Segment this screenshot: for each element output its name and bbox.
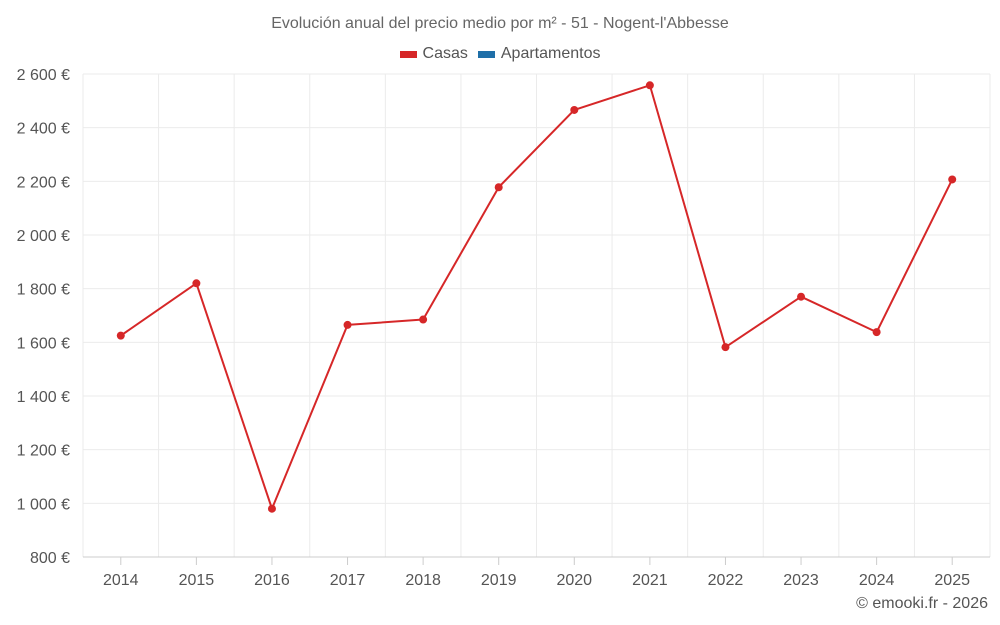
legend-item-casas[interactable]: Casas xyxy=(399,45,468,63)
y-tick-label: 2 600 € xyxy=(17,67,70,84)
y-tick-label: 1 400 € xyxy=(17,389,70,406)
series-line-casas xyxy=(120,84,954,510)
data-point xyxy=(872,328,881,337)
legend-label-apartamentos: Apartamentos xyxy=(500,45,601,62)
x-tick-label: 2018 xyxy=(405,572,441,589)
y-tick-label: 1 200 € xyxy=(17,443,70,460)
data-point xyxy=(797,292,806,301)
y-tick-label: 1 000 € xyxy=(17,496,70,513)
x-tick-label: 2017 xyxy=(330,572,366,589)
x-tick-label: 2022 xyxy=(708,572,744,589)
x-tick-label: 2016 xyxy=(254,572,290,589)
y-tick-label: 1 600 € xyxy=(17,335,70,352)
x-tick-label: 2021 xyxy=(632,572,668,589)
data-point xyxy=(494,183,503,192)
y-tick-label: 2 400 € xyxy=(17,121,70,138)
x-tick-label: 2019 xyxy=(481,572,517,589)
data-point xyxy=(948,175,957,184)
x-tick-label: 2024 xyxy=(859,572,895,589)
data-point xyxy=(267,504,276,513)
x-tick-label: 2014 xyxy=(103,572,139,589)
x-tick-label: 2020 xyxy=(556,572,592,589)
data-point xyxy=(645,81,654,90)
y-tick-label: 2 200 € xyxy=(17,174,70,191)
y-tick-label: 2 000 € xyxy=(17,228,70,245)
legend-swatch-apartamentos xyxy=(477,50,495,58)
y-tick-label: 800 € xyxy=(30,550,70,567)
chart-title: Evolución anual del precio medio por m² … xyxy=(271,15,729,32)
data-point xyxy=(570,105,579,114)
data-point xyxy=(192,279,201,288)
legend-swatch-casas xyxy=(399,50,417,58)
data-point xyxy=(116,331,125,340)
y-tick-label: 1 800 € xyxy=(17,282,70,299)
data-point xyxy=(721,343,730,352)
x-tick-label: 2023 xyxy=(783,572,819,589)
x-tick-label: 2025 xyxy=(934,572,970,589)
legend: Casas Apartamentos xyxy=(0,45,1000,63)
legend-label-casas: Casas xyxy=(422,45,468,62)
x-tick-label: 2015 xyxy=(179,572,215,589)
legend-item-apartamentos[interactable]: Apartamentos xyxy=(477,45,601,63)
credit-text: © emooki.fr - 2026 xyxy=(856,595,988,612)
data-point xyxy=(343,320,352,329)
data-point xyxy=(419,315,428,324)
